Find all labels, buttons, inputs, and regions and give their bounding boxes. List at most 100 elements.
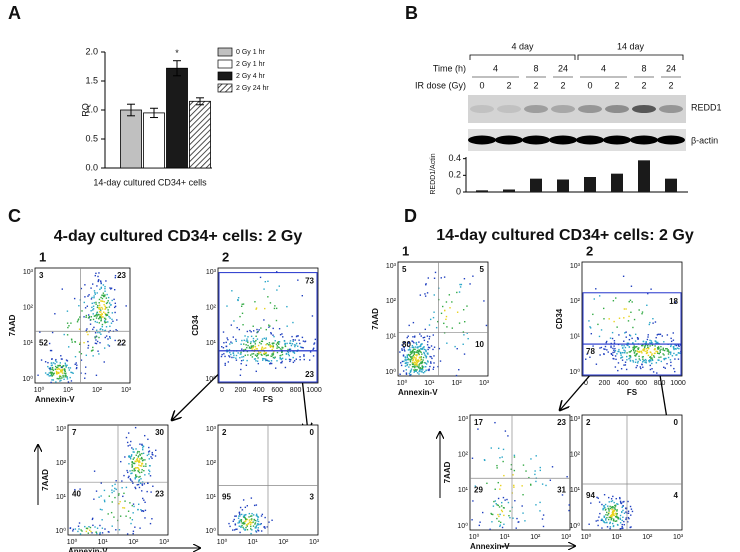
event-dot <box>424 293 426 295</box>
x-axis-label: 14-day cultured CD34+ cells <box>93 177 207 187</box>
event-dot <box>502 496 505 499</box>
event-dot <box>141 484 144 486</box>
event-dot <box>66 378 69 380</box>
event-dot <box>103 347 106 349</box>
event-dot <box>618 348 620 351</box>
event-dot <box>224 362 226 365</box>
event-dot <box>240 526 242 529</box>
event-dot <box>254 519 257 522</box>
event-dot <box>71 339 73 341</box>
event-dot <box>233 320 235 322</box>
event-dot <box>421 361 424 364</box>
event-dot <box>260 522 262 525</box>
event-dot <box>622 509 624 512</box>
event-dot <box>412 321 415 324</box>
event-dot <box>148 453 150 455</box>
event-dot <box>104 305 106 307</box>
event-dot <box>250 528 252 530</box>
event-dot <box>619 352 622 355</box>
event-dot <box>621 527 623 530</box>
event-dot <box>286 350 289 353</box>
event-dot <box>111 501 113 503</box>
x-tick-label: 10³ <box>673 534 684 541</box>
event-dot <box>568 509 570 512</box>
time-value: 24 <box>666 63 676 73</box>
event-dot <box>616 326 618 328</box>
event-dot <box>79 533 82 535</box>
event-dot <box>492 513 494 516</box>
event-dot <box>94 336 96 338</box>
event-dot <box>257 529 259 531</box>
event-dot <box>113 298 115 301</box>
event-dot <box>258 341 261 344</box>
event-dot <box>264 527 266 529</box>
x-tick-label: 10² <box>278 539 289 546</box>
event-dot <box>126 441 129 444</box>
event-dot <box>477 428 479 430</box>
event-dot <box>266 343 268 345</box>
event-dot <box>250 497 253 499</box>
event-dot <box>539 510 541 512</box>
event-dot <box>456 291 458 294</box>
annotation: * <box>175 48 179 58</box>
event-dot <box>247 341 249 344</box>
event-dot <box>663 349 666 352</box>
event-dot <box>131 519 134 521</box>
event-dot <box>223 353 225 355</box>
event-dot <box>501 526 504 529</box>
event-dot <box>240 351 242 354</box>
group-bracket <box>469 54 576 60</box>
event-dot <box>74 355 77 358</box>
bar <box>503 189 515 192</box>
event-dot <box>592 345 594 347</box>
event-dot <box>292 361 295 364</box>
event-dot <box>422 372 425 374</box>
event-dot <box>672 339 675 341</box>
event-dot <box>94 526 96 528</box>
event-dot <box>265 352 267 354</box>
event-dot <box>419 356 421 358</box>
event-dot <box>138 464 140 466</box>
event-dot <box>289 358 292 361</box>
event-dot <box>226 305 228 307</box>
event-dot <box>653 356 656 358</box>
event-dot <box>289 342 291 344</box>
event-dot <box>129 456 132 458</box>
event-dot <box>485 324 488 327</box>
y-tick-label: 10³ <box>206 269 217 276</box>
event-dot <box>235 357 237 359</box>
event-dot <box>673 346 675 348</box>
event-dot <box>240 525 242 528</box>
quadrant-percent: 5 <box>402 265 407 274</box>
event-dot <box>100 311 102 313</box>
event-dot <box>568 504 570 506</box>
event-dot <box>617 350 619 353</box>
event-dot <box>257 520 260 523</box>
event-dot <box>293 351 295 354</box>
event-dot <box>47 361 49 364</box>
event-dot <box>68 325 70 327</box>
event-dot <box>423 339 426 342</box>
event-dot <box>88 315 91 318</box>
flow-plot <box>217 267 319 384</box>
event-dot <box>50 374 53 376</box>
event-dot <box>643 346 646 349</box>
event-dot <box>261 340 264 343</box>
event-dot <box>138 461 140 464</box>
event-dot <box>225 341 227 344</box>
event-dot <box>85 530 88 533</box>
event-dot <box>65 366 67 368</box>
dose-label: IR dose (Gy) <box>415 80 466 90</box>
event-dot <box>423 336 426 339</box>
event-dot <box>399 373 401 375</box>
event-dot <box>250 335 253 338</box>
event-dot <box>638 351 641 353</box>
event-dot <box>612 506 614 508</box>
event-dot <box>140 510 143 512</box>
event-dot <box>274 356 276 358</box>
event-dot <box>612 518 615 520</box>
event-dot <box>425 350 427 353</box>
event-dot <box>243 515 246 517</box>
event-dot <box>601 519 604 521</box>
event-dot <box>609 515 611 518</box>
